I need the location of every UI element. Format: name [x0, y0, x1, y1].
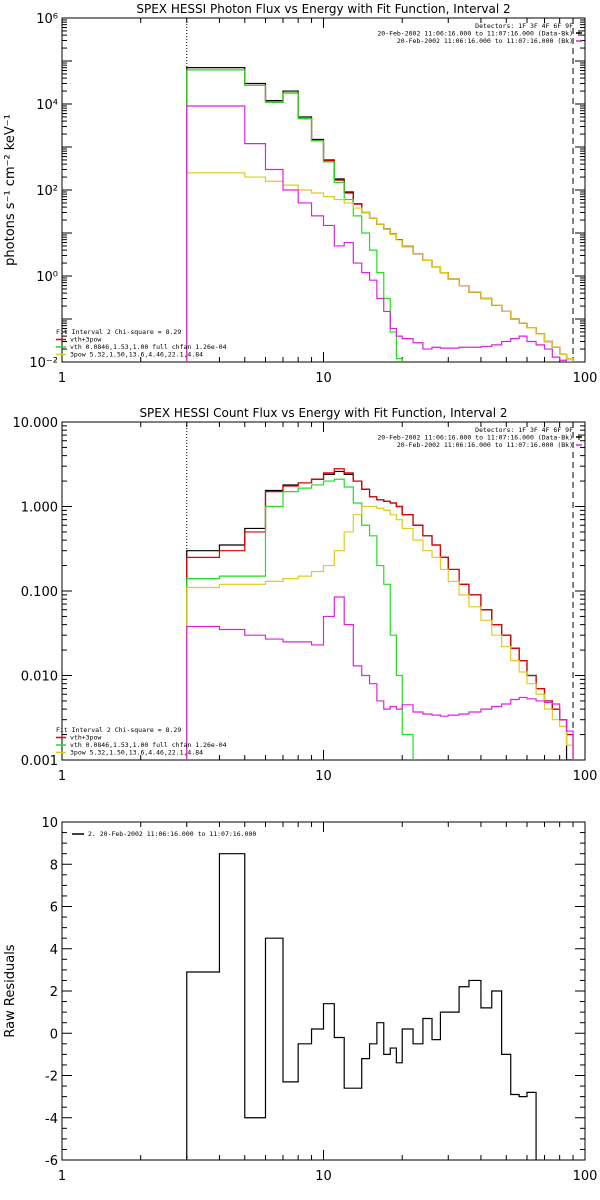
fit-legend: Fit Interval 2 Chi-square = 8.29vth+3pow… — [56, 726, 227, 757]
y-tick-label: 0.100 — [21, 585, 58, 600]
y-tick-label: 0 — [50, 1027, 58, 1042]
y-tick-label: 0.001 — [21, 754, 58, 769]
header-line: 20-Feb-2002 11:06:16.000 to 11:07:16.000… — [377, 30, 573, 38]
y-tick-label: 10⁻² — [29, 356, 58, 371]
y-axis-label: Raw Residuals — [3, 944, 18, 1037]
series-vth — [186, 478, 414, 760]
x-tick-label: 100 — [573, 769, 598, 784]
series-residuals — [186, 853, 537, 1160]
y-tick-label: 8 — [50, 858, 58, 873]
series-3pow — [186, 172, 574, 362]
y-tick-label: 10² — [36, 184, 58, 199]
fit-legend-title: Fit Interval 2 Chi-square = 8.29 — [56, 328, 181, 336]
y-tick-label: 0.010 — [21, 670, 58, 685]
y-tick-label: 6 — [50, 901, 58, 916]
x-tick-label: 100 — [573, 1169, 598, 1184]
series-group — [186, 67, 574, 362]
y-tick-label: 10⁴ — [36, 98, 58, 113]
x-tick-label: 10 — [315, 371, 332, 386]
y-tick-label: -6 — [45, 1154, 58, 1169]
series-3pow — [186, 505, 574, 760]
x-axis: 1 10 100 — [58, 822, 598, 1184]
x-tick-label: 10 — [315, 1169, 332, 1184]
header-line: 20-Feb-2002 11:06:16.000 to 11:07:16.000… — [377, 434, 573, 442]
y-tick-label: 10.000 — [13, 416, 59, 431]
header-line: Detectors: 1F 3F 4F 6F 9F — [475, 426, 573, 434]
series-bk — [186, 596, 574, 760]
axes-frame — [61, 17, 586, 363]
fit-legend-entry: vth 0.0846,1.53,1.00 full chfan 1.26e-04 — [70, 741, 227, 749]
y-axis: -6 -4 -2 0 2 4 6 8 10 — [41, 816, 585, 1169]
x-tick-label: 100 — [573, 371, 598, 386]
x-tick-label: 1 — [58, 769, 66, 784]
y-tick-label: -2 — [45, 1070, 58, 1085]
fit-legend-entry: 3pow 5.32,1.50,13.6,4.46,22.1,4.84 — [70, 749, 203, 757]
x-tick-label: 1 — [58, 371, 66, 386]
chart-title: SPEX HESSI Photon Flux vs Energy with Fi… — [136, 2, 510, 16]
series-vth+3pow — [186, 468, 574, 760]
y-tick-label: 1.000 — [21, 501, 58, 516]
chart-panel-3: Raw Residuals 1 10 100 -6 -4 -2 0 2 4 6 8 10 2. 20-Fe… — [3, 816, 597, 1184]
fit-legend-title: Fit Interval 2 Chi-square = 8.29 — [56, 726, 181, 734]
series-bk — [186, 105, 574, 362]
chart-panel-1: SPEX HESSI Photon Flux vs Energy with Fi… — [3, 2, 598, 386]
series-data — [186, 470, 574, 760]
x-tick-label: 10 — [315, 769, 332, 784]
y-tick-label: 10⁶ — [36, 12, 58, 27]
y-axis: 0.001 0.010 0.100 1.000 10.000 — [13, 416, 585, 769]
fit-legend-entry: vth+3pow — [70, 734, 101, 742]
chart-title: SPEX HESSI Count Flux vs Energy with Fit… — [139, 406, 507, 420]
y-tick-label: 4 — [50, 943, 58, 958]
y-axis-label: photons s⁻¹ cm⁻² keV⁻¹ — [3, 114, 18, 266]
y-tick-label: 10⁰ — [36, 270, 58, 285]
axes-frame — [61, 821, 586, 1161]
legend: 2. 20-Feb-2002 11:06:16.000 to 11:07:16.… — [72, 830, 256, 838]
header-line: 20-Feb-2002 11:06:16.000 to 11:07:16.000… — [397, 441, 573, 449]
x-tick-label: 1 — [58, 1169, 66, 1184]
fit-legend: Fit Interval 2 Chi-square = 8.29vth+3pow… — [56, 328, 227, 359]
fit-legend-entry: vth+3pow — [70, 336, 101, 344]
y-axis: 10⁻² 10⁰ 10² 10⁴ 10⁶ — [29, 12, 585, 371]
fit-legend-entry: 3pow 5.32,1.50,13.6,4.46,22.1,4.84 — [70, 351, 203, 359]
series-group — [186, 468, 574, 760]
series-group — [186, 853, 537, 1160]
series-vth — [186, 69, 403, 362]
legend-entry: 2. 20-Feb-2002 11:06:16.000 to 11:07:16.… — [88, 830, 256, 838]
y-tick-label: 10 — [41, 816, 58, 831]
y-tick-label: 2 — [50, 985, 58, 1000]
header-line: Detectors: 1F 3F 4F 6F 9F — [475, 22, 573, 30]
fit-legend-entry: vth 0.0846,1.53,1.00 full chfan 1.26e-04 — [70, 343, 227, 351]
y-tick-label: -4 — [45, 1112, 58, 1127]
header-line: 20-Feb-2002 11:06:16.000 to 11:07:16.000… — [397, 37, 573, 45]
chart-panel-2: SPEX HESSI Count Flux vs Energy with Fit… — [13, 406, 598, 784]
